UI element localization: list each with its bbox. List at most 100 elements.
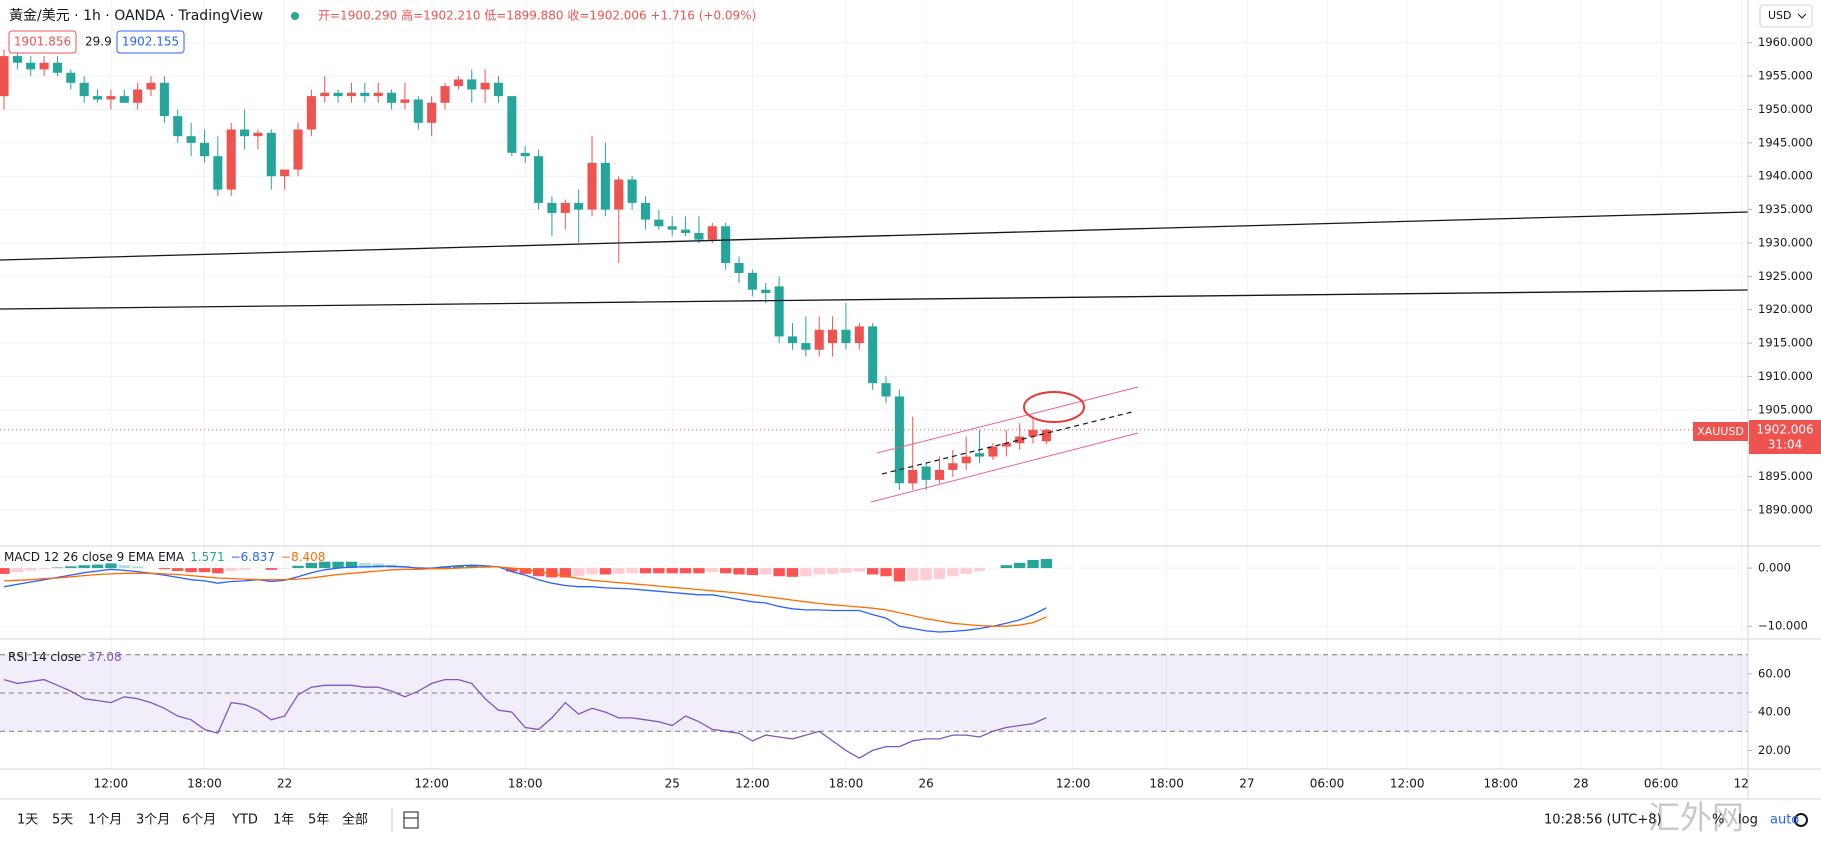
- last-price: 1902.006: [1756, 423, 1813, 437]
- sell-price[interactable]: 1901.856: [14, 35, 71, 49]
- candle-body: [173, 116, 183, 137]
- candle-body: [159, 82, 169, 117]
- range-button[interactable]: 6个月: [182, 813, 216, 828]
- histogram-bar: [91, 564, 104, 569]
- candle-body: [400, 99, 410, 103]
- buy-button[interactable]: [116, 30, 185, 54]
- candle-body: [854, 326, 864, 344]
- candle-body: [694, 232, 704, 240]
- candle-body: [961, 456, 971, 464]
- y-tick-label: 1955.000: [1758, 69, 1813, 83]
- candle-body: [948, 463, 958, 470]
- settings-icon[interactable]: [1794, 813, 1808, 827]
- histogram-bar: [1027, 559, 1039, 569]
- scale-option[interactable]: auto: [1770, 813, 1799, 828]
- candle-body: [1001, 443, 1011, 447]
- channel-line: [870, 432, 1139, 503]
- clock: 10:28:56 (UTC+8): [1544, 813, 1662, 828]
- y-tick-label: 20.00: [1758, 743, 1791, 757]
- histogram-bar: [572, 568, 585, 577]
- candle-body: [801, 343, 811, 350]
- candle-body: [253, 132, 263, 137]
- indicator-line: [3, 564, 1047, 633]
- histogram-bar: [292, 565, 304, 569]
- candle-body: [66, 72, 76, 83]
- compare-icon[interactable]: [403, 811, 419, 829]
- histogram-bar: [38, 568, 50, 570]
- range-button[interactable]: 3个月: [136, 813, 170, 828]
- candle-body: [988, 446, 998, 457]
- histogram-bar: [960, 568, 972, 574]
- histogram-bar: [158, 568, 171, 570]
- histogram-bar: [105, 563, 117, 569]
- currency-button[interactable]: [1759, 4, 1813, 28]
- ohlc-readout: 开=1900.290 高=1902.210 低=1899.880 收=1902.…: [318, 8, 756, 23]
- x-tick-label: 06:00: [1310, 777, 1345, 791]
- histogram-bar: [225, 568, 237, 571]
- histogram-bar: [866, 568, 879, 575]
- highlight-ellipse: [1023, 391, 1085, 423]
- candle-body: [921, 466, 931, 480]
- indicator-value: −8.408: [281, 550, 325, 564]
- candle-body: [119, 96, 129, 103]
- y-tick-label: 40.00: [1758, 705, 1791, 719]
- histogram-bar: [693, 568, 705, 574]
- candle-body: [106, 96, 116, 100]
- sell-button[interactable]: [8, 30, 77, 54]
- histogram-bar: [586, 568, 598, 575]
- x-tick-label: 18:00: [829, 777, 864, 791]
- candle-body: [841, 329, 851, 344]
- x-tick-label: 12:00: [94, 777, 129, 791]
- range-button[interactable]: 1个月: [88, 813, 122, 828]
- histogram-bar: [25, 568, 37, 571]
- histogram-bar: [65, 566, 77, 569]
- candle-body: [346, 92, 357, 97]
- ticker: XAUUSD: [1697, 425, 1744, 438]
- candle-body: [734, 262, 744, 273]
- x-tick-label: 12: [1734, 777, 1749, 791]
- buy-price[interactable]: 1902.155: [122, 35, 179, 49]
- candle-body: [507, 96, 517, 153]
- range-button[interactable]: 全部: [342, 812, 368, 828]
- indicator-label: RSI 14 close 37.08: [8, 650, 122, 664]
- y-tick-label: 1915.000: [1758, 336, 1813, 350]
- candle-body: [587, 162, 597, 210]
- histogram-bar: [746, 568, 759, 576]
- candle-body: [226, 129, 236, 190]
- symbol-title: 黃金/美元 · 1h · OANDA · TradingView: [9, 8, 263, 24]
- x-tick-label: 18:00: [508, 777, 543, 791]
- candle-body: [868, 326, 878, 384]
- histogram-bar: [973, 568, 986, 571]
- candle-body: [761, 289, 771, 294]
- histogram-bar: [185, 568, 197, 573]
- candle-body: [333, 92, 343, 97]
- histogram-bar: [546, 568, 558, 578]
- candle-body: [240, 129, 250, 137]
- currency[interactable]: USD: [1768, 9, 1792, 22]
- range-button[interactable]: YTD: [231, 813, 258, 828]
- scale-option[interactable]: log: [1738, 813, 1758, 828]
- range-button[interactable]: 1天: [17, 813, 38, 828]
- candle-body: [427, 102, 437, 123]
- histogram-bar: [840, 568, 852, 573]
- histogram-bar: [639, 568, 652, 574]
- histogram-bar: [278, 568, 291, 569]
- range-button[interactable]: 5天: [52, 813, 73, 828]
- histogram-bar: [733, 568, 745, 575]
- range-button[interactable]: 5年: [308, 813, 329, 828]
- histogram-bar: [345, 561, 358, 569]
- spread: 29.9: [85, 35, 112, 49]
- histogram-bar: [519, 568, 531, 574]
- ticker-tag: [1693, 422, 1748, 441]
- range-button[interactable]: 1年: [273, 813, 294, 828]
- candle-body: [667, 226, 677, 230]
- y-tick-label: 1895.000: [1758, 469, 1813, 483]
- candle-body: [146, 82, 156, 90]
- x-tick-label: 12:00: [1056, 777, 1091, 791]
- candle-body: [440, 86, 450, 103]
- x-tick-label: 18:00: [187, 777, 222, 791]
- candle-body: [908, 469, 918, 484]
- scale-option[interactable]: %: [1712, 813, 1724, 828]
- histogram-bar: [800, 568, 812, 577]
